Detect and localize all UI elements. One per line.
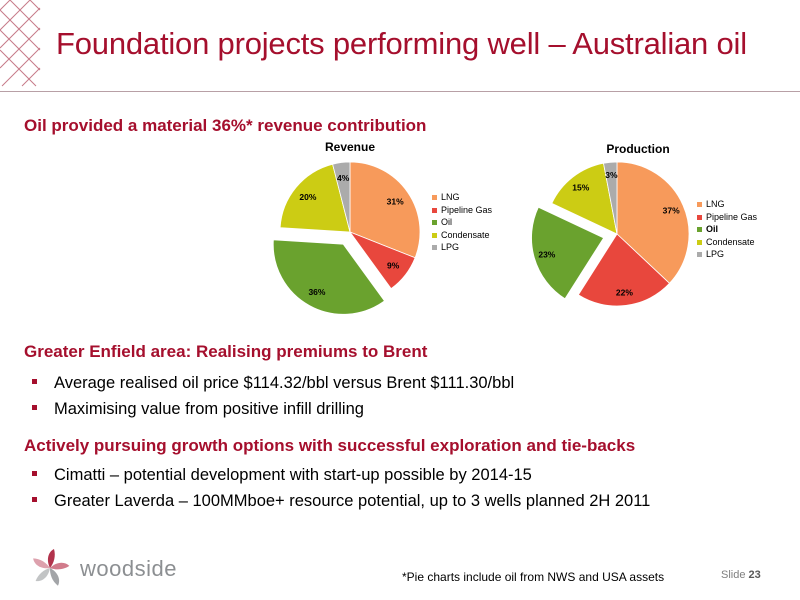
pie-slice-oil [272,239,385,315]
legend-swatch-pipeline-gas [697,214,702,220]
pie-slice-condensate [551,162,618,235]
woodside-logo-mark [33,549,70,586]
pie-label-pipeline-gas: 9% [387,260,400,270]
legend-item-condensate: Condensate [697,237,757,250]
legend-item-oil: Oil [697,224,757,237]
bullet-text: Cimatti – potential development with sta… [54,466,532,484]
legend-swatch-condensate [697,239,702,245]
revenue-pie-chart: 31% 9% 36% 20% 4% [272,161,421,315]
growth-bullets: Cimatti – potential development with sta… [32,466,650,518]
production-pie-chart: 37% 22% 23% 15% 3% [531,161,690,307]
legend-item-lpg: LPG [697,249,757,262]
title-divider [0,91,800,92]
pie-label-condensate: 15% [572,182,589,192]
legend-label-oil: Oil [706,224,719,234]
heading-enfield: Greater Enfield area: Realising premiums… [24,342,428,361]
pie-label-condensate: 20% [299,192,316,202]
pie-label-lng: 37% [663,206,680,216]
heading-growth: Actively pursuing growth options with su… [24,436,636,455]
production-chart-title: Production [606,142,670,156]
bullet-text: Greater Laverda – 100MMboe+ resource pot… [54,492,651,510]
legend-swatch-oil [432,220,437,225]
pie-slice-lng [349,161,421,259]
legend-label-oil: Oil [441,217,452,227]
legend-label-lng: LNG [706,199,725,209]
pie-label-lng: 31% [387,196,404,206]
legend-label-lpg: LPG [706,249,725,259]
pie-label-oil: 23% [538,249,555,259]
bullet-item: Maximising value from positive infill dr… [32,400,514,426]
production-legend: LNG Pipeline Gas Oil Condensate LPG [697,199,757,262]
legend-swatch-oil [697,227,702,232]
slide-number: Slide 23 [721,569,761,581]
heading-revenue: Oil provided a material 36%* revenue con… [24,116,427,135]
pie-slice-condensate [279,163,351,233]
legend-swatch-lng [432,195,437,200]
bullet-square-icon [32,471,37,476]
legend-label-pipeline-gas: Pipeline Gas [706,211,758,222]
pie-label-pipeline-gas: 22% [616,288,633,298]
woodside-logo-text: woodside [80,556,177,581]
bullet-text: Average realised oil price $114.32/bbl v… [54,374,515,392]
legend-swatch-condensate [432,232,437,238]
bullet-item: Cimatti – potential development with sta… [32,466,650,492]
revenue-legend: LNG Pipeline Gas Oil Condensate LPG [432,192,492,255]
legend-item-pipeline-gas: Pipeline Gas [697,212,757,225]
bullet-square-icon [32,497,37,502]
corner-pattern-decoration [0,0,41,87]
legend-item-pipeline-gas: Pipeline Gas [432,205,492,218]
pie-slice-pipeline-gas [577,233,671,307]
footnote: *Pie charts include oil from NWS and USA… [402,570,665,584]
bullet-item: Average realised oil price $114.32/bbl v… [32,374,514,400]
pie-slice-lpg [332,161,351,233]
enfield-bullets: Average realised oil price $114.32/bbl v… [32,374,514,426]
woodside-logo [33,549,70,586]
legend-label-lng: LNG [441,192,460,202]
pie-slice-lpg [603,161,618,235]
bullet-text: Maximising value from positive infill dr… [54,400,364,418]
bullet-item: Greater Laverda – 100MMboe+ resource pot… [32,492,650,518]
legend-swatch-lpg [432,245,437,250]
pie-label-oil: 36% [308,287,325,297]
bullet-square-icon [32,405,37,410]
pie-label-lpg: 3% [605,170,618,180]
legend-swatch-lng [697,202,702,207]
legend-label-condensate: Condensate [441,229,490,240]
legend-item-lpg: LPG [432,242,492,255]
slide-label: Slide [721,569,746,581]
pie-slice-pipeline-gas [348,231,416,290]
legend-label-condensate: Condensate [706,236,755,247]
pie-label-lpg: 4% [337,173,350,183]
legend-item-condensate: Condensate [432,230,492,243]
pie-slice-oil [531,206,605,300]
slide-number-value: 23 [748,569,761,581]
pie-slice-lng [616,161,690,284]
legend-item-lng: LNG [697,199,757,212]
legend-label-pipeline-gas: Pipeline Gas [441,204,493,215]
bullet-square-icon [32,379,37,384]
legend-label-lpg: LPG [441,242,460,252]
slide-title: Foundation projects performing well – Au… [56,26,747,61]
legend-swatch-pipeline-gas [432,207,437,213]
legend-swatch-lpg [697,252,702,257]
revenue-chart-title: Revenue [324,140,376,154]
legend-item-lng: LNG [432,192,492,205]
legend-item-oil: Oil [432,217,492,230]
